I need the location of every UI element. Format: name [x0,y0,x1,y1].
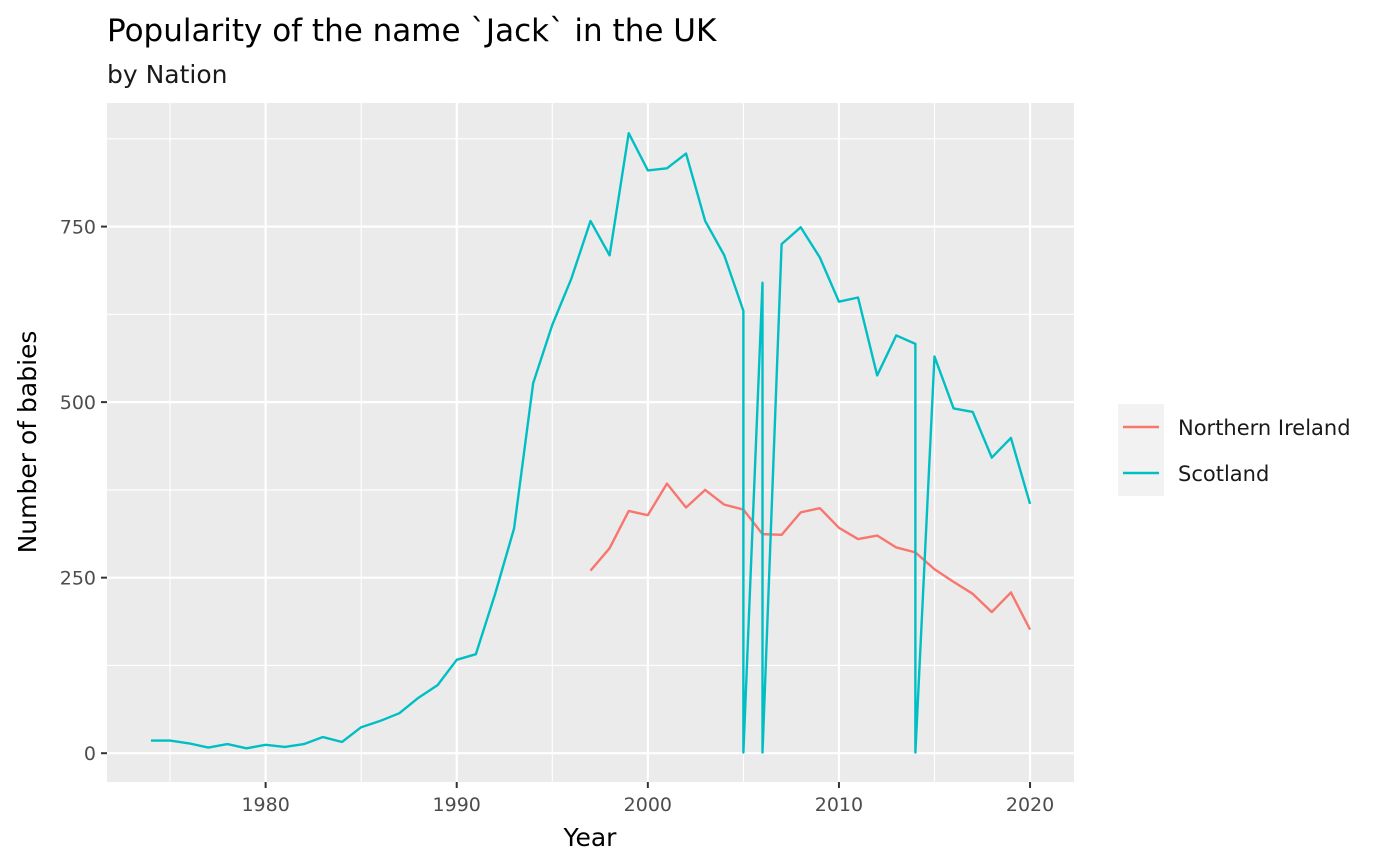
x-tick-label: 2000 [624,794,672,816]
legend: Northern Ireland Scotland [1118,404,1351,496]
y-tick-label: 500 [60,392,96,414]
series-line-scotland [150,131,1032,754]
x-tick-label: 2010 [815,794,863,816]
chart-title: Popularity of the name `Jack` in the UK [107,13,717,49]
grid-major [107,103,1074,782]
legend-label-scotland: Scotland [1178,462,1269,486]
x-axis: 1980 1990 2000 2010 2020 [241,782,1054,816]
y-axis: 0 250 500 750 [60,217,107,765]
legend-label-northern-ireland: Northern Ireland [1178,416,1351,440]
series-layer [150,131,1032,754]
series-line-northern-ireland [589,482,1032,631]
grid-minor [107,103,1074,782]
chart-subtitle: by Nation [107,60,228,89]
x-tick-label: 1990 [433,794,481,816]
x-axis-title: Year [563,823,618,852]
y-axis-title: Number of babies [13,331,42,554]
y-tick-label: 750 [60,217,96,239]
plot-panel [107,103,1074,782]
x-tick-label: 2020 [1006,794,1054,816]
y-tick-label: 250 [60,568,96,590]
x-tick-label: 1980 [241,794,289,816]
y-tick-label: 0 [84,743,96,765]
